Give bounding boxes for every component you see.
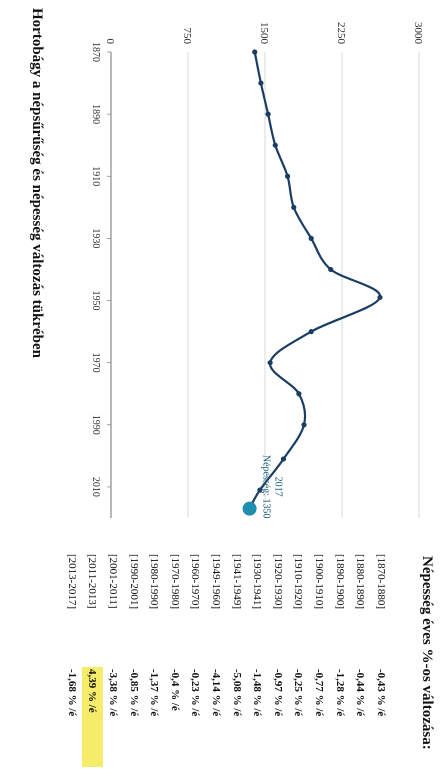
y-tick-label: 1500 <box>258 22 270 45</box>
period-cell: [1941-1949] <box>230 554 243 609</box>
population-change-table: [1870-1880] -0,43 % /é [1880-1890] -0,44 % … <box>62 552 392 767</box>
annotation-value: Népesség: 1350 <box>261 455 272 519</box>
change-value-cell: -1,68 % /é <box>65 668 78 717</box>
change-value-cell: -5,08 % /é <box>230 668 243 717</box>
change-value-cell: -0,25 % /é <box>292 668 305 717</box>
y-tick-label: 2250 <box>335 22 347 45</box>
table-row: [1949-1960] -4,14 % /é <box>206 552 227 767</box>
table-row: [2001-2011] -3,38 % /é <box>103 552 124 767</box>
table-row: [1920-1930] -0,97 % /é <box>267 552 288 767</box>
period-cell: [1910-1920] <box>292 554 305 609</box>
data-point <box>328 266 334 273</box>
x-tick-label: 1890 <box>90 104 101 124</box>
series-layer <box>242 49 383 516</box>
table-row: [1970-1980] -0,4 % /é <box>164 552 185 767</box>
change-value-cell: -1,48 % /é <box>251 668 264 717</box>
period-cell: [1920-1930] <box>271 554 284 609</box>
data-point <box>258 80 264 86</box>
data-point <box>296 391 302 397</box>
y-tick-label: 750 <box>181 28 193 45</box>
table-row: [2011-2013] 4,39 % /é <box>82 552 103 767</box>
change-value-cell: -0,43 % /é <box>374 668 387 717</box>
data-point <box>252 49 258 55</box>
change-value-cell: -0,85 % /é <box>127 668 140 717</box>
data-point <box>301 422 307 428</box>
change-value-cell: -0,97 % /é <box>271 668 284 717</box>
period-cell: [2011-2013] <box>86 554 99 609</box>
data-point <box>272 142 278 148</box>
table-row: [1900-1910] -0,77 % /é <box>309 552 330 767</box>
period-cell: [1949-1960] <box>209 554 222 609</box>
annotation-year: 2017 <box>273 477 284 497</box>
period-cell: [2013-2017] <box>65 554 78 609</box>
table-title: Népesség éves %-os változása: <box>419 556 435 750</box>
chart-title: Hortobágy a népsűrűség és népesség válto… <box>29 8 45 359</box>
series-line <box>248 51 382 510</box>
data-point <box>265 111 271 117</box>
period-cell: [1960-1970] <box>189 554 202 609</box>
period-cell: [1900-1910] <box>312 554 325 609</box>
change-value-cell: 4,39 % /é <box>82 666 103 767</box>
change-value-cell: -1,37 % /é <box>148 668 161 717</box>
chart-grid <box>110 52 420 518</box>
table-row: [1990-2001] -0,85 % /é <box>123 552 144 767</box>
latest-point-marker <box>242 501 257 516</box>
data-point <box>280 456 287 462</box>
data-point <box>377 294 383 301</box>
change-value-cell: -3,38 % /é <box>106 668 119 717</box>
table-row: [2013-2017] -1,68 % /é <box>62 552 83 767</box>
period-cell: [1870-1880] <box>374 554 387 609</box>
y-tick-label: 0 <box>104 39 116 45</box>
table-row: [1880-1890] -0,44 % /é <box>350 552 371 767</box>
table-row: [1980-1990] -1,37 % /é <box>144 552 165 767</box>
y-axis-ticks: 0 750 1500 2250 3000 <box>104 22 424 45</box>
data-point <box>308 235 314 241</box>
period-cell: [2001-2011] <box>106 554 119 609</box>
period-cell: [1880-1890] <box>354 554 367 609</box>
data-point <box>257 487 263 493</box>
data-point <box>267 360 273 366</box>
change-value-cell: -4,14 % /é <box>209 668 222 717</box>
table-row: [1890-1900] -1,28 % /é <box>329 552 350 767</box>
x-tick-label: 1910 <box>90 166 101 186</box>
change-value-cell: -1,28 % /é <box>333 668 346 717</box>
period-cell: [1930-1941] <box>251 554 264 609</box>
data-point <box>284 173 291 179</box>
table-row: [1930-1941] -1,48 % /é <box>247 552 268 767</box>
table-row: [1910-1920] -0,25 % /é <box>288 552 309 767</box>
table-row: [1960-1970] -0,23 % /é <box>185 552 206 767</box>
period-cell: [1890-1900] <box>333 554 346 609</box>
period-cell: [1970-1980] <box>168 554 181 609</box>
x-tick-label: 2010 <box>90 477 101 497</box>
change-value-cell: -0,23 % /é <box>189 668 202 717</box>
data-point <box>291 204 297 210</box>
change-value-cell: -0,77 % /é <box>312 668 325 717</box>
x-tick-label: 1930 <box>90 228 101 248</box>
data-point <box>308 329 314 335</box>
x-tick-label: 1990 <box>90 415 101 435</box>
change-value-cell: -0,44 % /é <box>354 668 367 717</box>
x-axis-ticks: 1870 1890 1910 1930 1950 1970 1990 2010 <box>90 42 111 497</box>
period-cell: [1980-1990] <box>148 554 161 609</box>
table-row: [1941-1949] -5,08 % /é <box>226 552 247 767</box>
x-tick-label: 1950 <box>90 291 101 311</box>
table-row: [1870-1880] -0,43 % /é <box>370 552 391 767</box>
change-value-cell: -0,4 % /é <box>168 668 181 711</box>
x-tick-label: 1870 <box>90 42 101 62</box>
y-tick-label: 3000 <box>412 22 424 45</box>
x-tick-label: 1970 <box>90 353 101 373</box>
period-cell: [1990-2001] <box>127 554 140 609</box>
population-line-chart: 0 750 1500 2250 3000 1870 1890 1910 1930 1950 197… <box>90 22 424 519</box>
